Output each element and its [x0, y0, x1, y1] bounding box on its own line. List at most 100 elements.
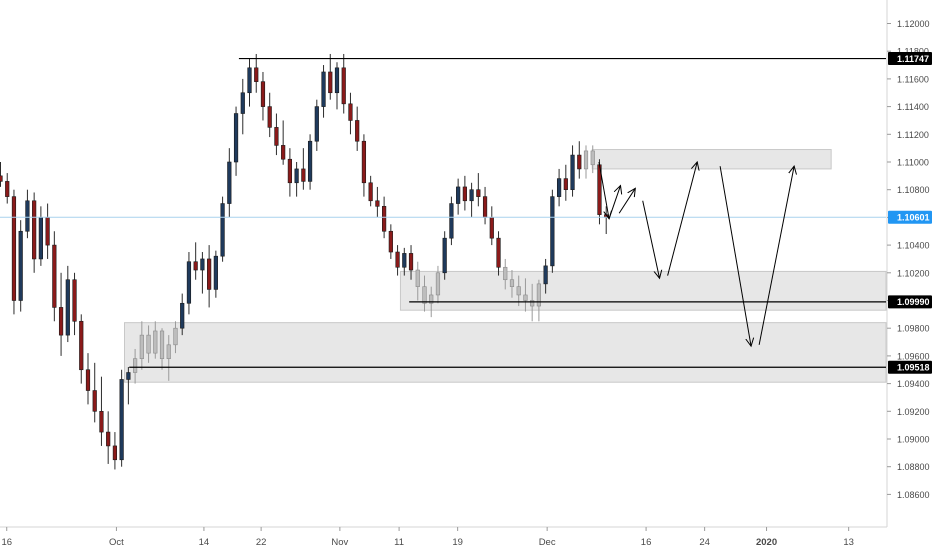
candle-body [233, 113, 239, 163]
candle-body [462, 186, 467, 202]
candle [341, 53, 346, 114]
candle [348, 92, 353, 135]
candle-body [348, 103, 353, 121]
candle [45, 203, 50, 259]
time-tick-label: 22 [256, 537, 267, 548]
projection-arrow[interactable] [667, 162, 698, 276]
candle [65, 265, 70, 343]
candle-body [435, 272, 441, 296]
candle [355, 106, 360, 151]
level-price-label-bg [888, 360, 932, 374]
candle [240, 78, 245, 135]
candle-body [207, 258, 212, 290]
candle-body [38, 217, 43, 260]
candle-body [126, 372, 131, 380]
price-zone[interactable] [399, 270, 887, 311]
candle-body [408, 253, 414, 271]
candle-body [536, 283, 541, 307]
level-price-label: 1.11747 [888, 52, 932, 66]
candle [166, 335, 171, 381]
projection-arrow[interactable] [618, 188, 635, 214]
projection-arrow[interactable] [642, 200, 660, 279]
candle [52, 231, 57, 322]
time-tick-label: 16 [1, 537, 12, 548]
candle-body [509, 279, 515, 287]
level-price-label-bg [888, 295, 932, 309]
time-axis-background [0, 527, 887, 550]
time-tick-label: Dec [539, 537, 556, 548]
price-tick-label: 1.11600 [897, 74, 929, 84]
candle [294, 162, 299, 197]
zones-layer [124, 149, 887, 383]
candle-body [85, 369, 91, 391]
candle-body [496, 237, 501, 268]
level-price-label-text: 1.11747 [897, 54, 929, 64]
candle [72, 272, 77, 336]
candle-body [5, 181, 10, 197]
candle [186, 252, 192, 315]
candle-body [402, 253, 407, 268]
price-tick-label: 1.08800 [897, 462, 930, 472]
projection-arrow[interactable] [598, 161, 609, 219]
candle-body [368, 182, 373, 202]
price-tick-label: 1.10200 [897, 268, 930, 278]
candle [200, 252, 205, 294]
candle [530, 283, 535, 322]
candle [301, 148, 306, 190]
time-tick-label: 11 [394, 537, 404, 548]
price-tick-label: 1.09600 [897, 351, 930, 361]
projection-arrow[interactable] [758, 166, 794, 345]
price-tick-label: 1.10800 [897, 185, 930, 195]
current-price-label: 1.10601 [888, 210, 932, 224]
candle [307, 134, 313, 190]
candles-layer [0, 53, 609, 470]
candle [133, 348, 138, 384]
candle-body [274, 127, 279, 146]
candle-body [146, 334, 151, 354]
candle [25, 189, 30, 239]
candle [38, 206, 43, 266]
candle-body [213, 255, 218, 290]
candle-body [577, 154, 582, 170]
price-axis-background [887, 0, 932, 550]
projection-arrow[interactable] [719, 166, 751, 346]
candle-body [287, 158, 292, 184]
candle [482, 186, 488, 225]
candle-body [583, 150, 589, 170]
candle-body [530, 300, 535, 307]
candle-body [106, 431, 111, 447]
price-tick-label: 1.10400 [897, 241, 930, 251]
current-price-label-bg [888, 210, 932, 224]
candle-body [99, 410, 104, 433]
candle [274, 113, 279, 156]
candle [281, 120, 286, 165]
price-zone[interactable] [124, 322, 887, 383]
candle [173, 321, 178, 354]
time-tick-label: Nov [331, 537, 348, 548]
candle-body [281, 145, 286, 160]
candle [577, 141, 582, 179]
price-tick-label: 1.09200 [897, 407, 930, 417]
candle-body [456, 186, 461, 204]
candle-body [52, 244, 57, 308]
price-tick-label: 1.11400 [897, 102, 929, 112]
candle [254, 53, 259, 93]
candle-body [415, 269, 420, 287]
candle [415, 261, 420, 301]
price-tick-label: 1.11000 [897, 158, 929, 168]
candle [456, 178, 461, 215]
candle-body [550, 196, 555, 267]
price-tick-label: 1.08600 [897, 490, 930, 500]
projection-arrow[interactable] [608, 186, 620, 219]
candle [321, 65, 326, 118]
candle-body [307, 140, 313, 182]
candle [536, 279, 541, 322]
candle-body [334, 67, 340, 94]
time-tick-label: 2020 [756, 537, 777, 548]
price-zone[interactable] [591, 149, 832, 170]
candle [220, 196, 225, 262]
candle-body [556, 178, 562, 197]
